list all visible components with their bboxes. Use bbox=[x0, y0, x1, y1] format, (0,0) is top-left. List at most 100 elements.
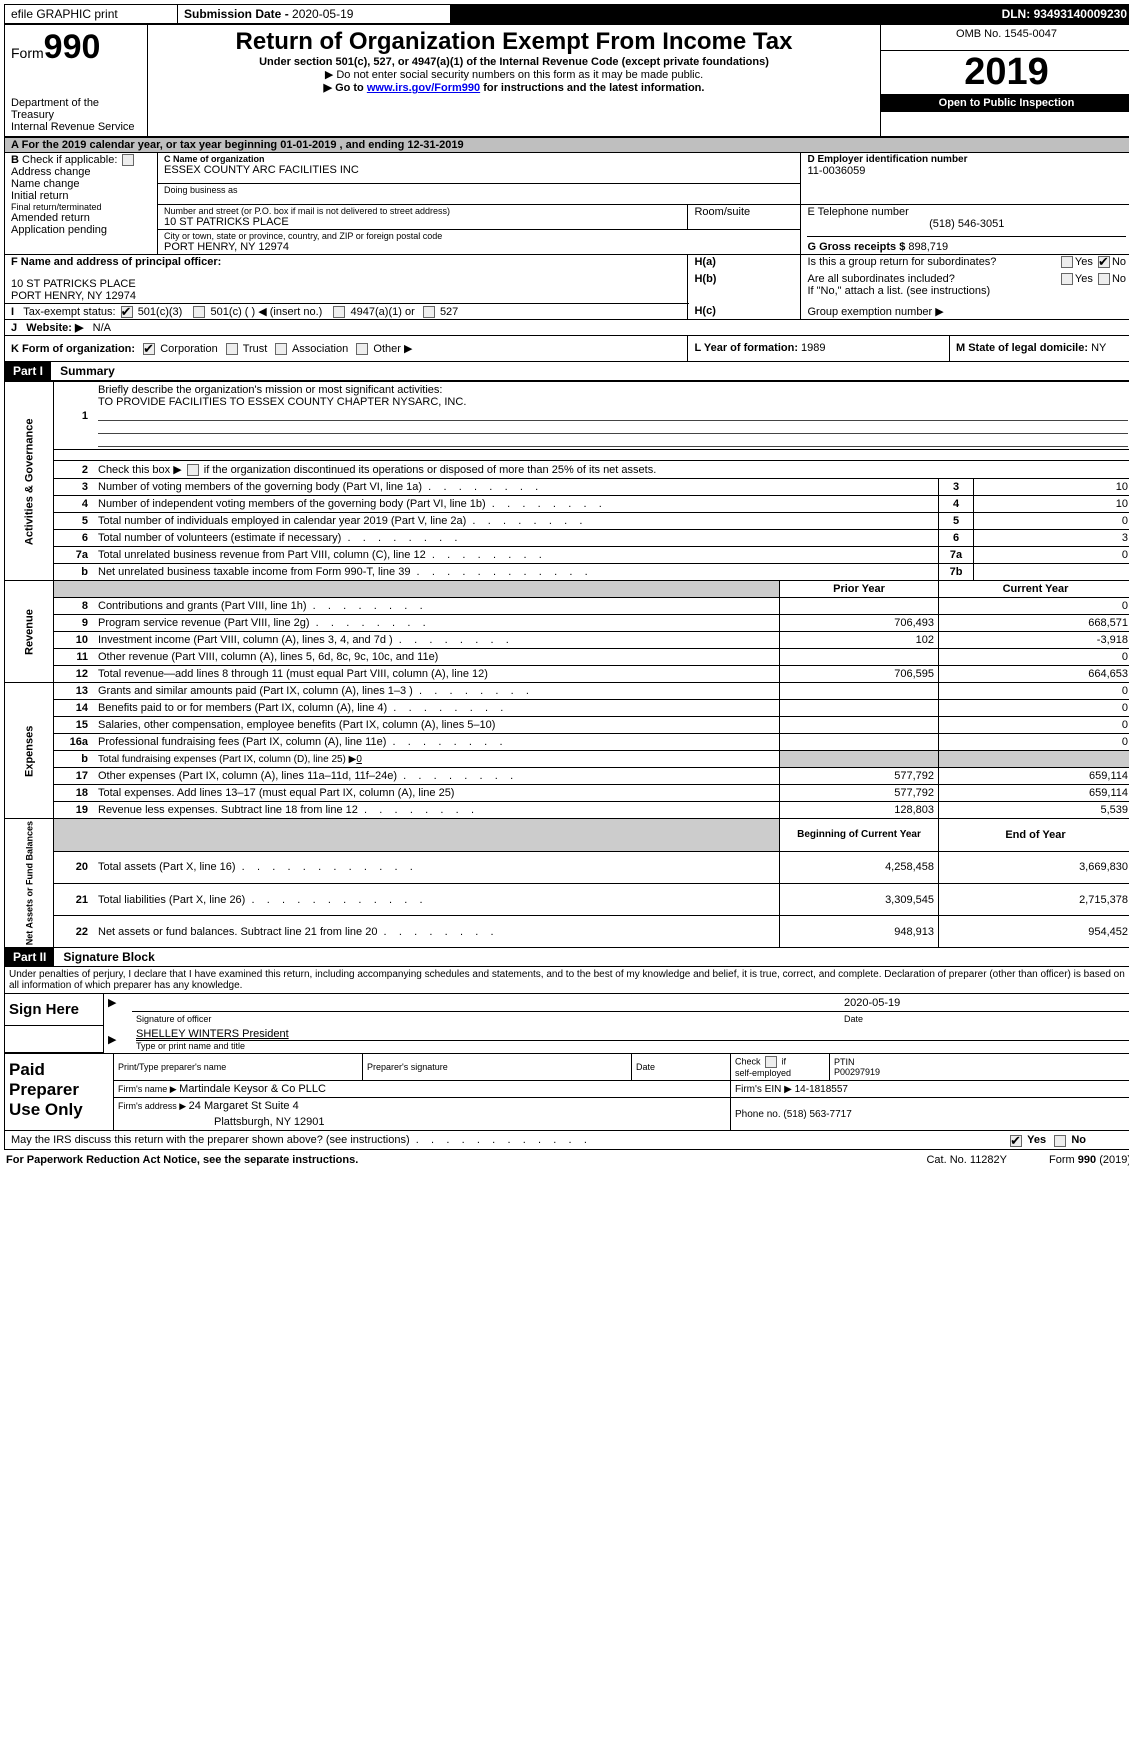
officer-line1: 10 ST PATRICKS PLACE bbox=[11, 278, 681, 290]
name-title-label: Type or print name and title bbox=[136, 1041, 1129, 1051]
subtitle-3: ▶ Go to www.irs.gov/Form990 for instruct… bbox=[154, 81, 874, 94]
prep-col2: Preparer's signature bbox=[363, 1054, 632, 1081]
identity-block: A For the 2019 calendar year, or tax yea… bbox=[4, 137, 1129, 362]
hb-label: Are all subordinates included? bbox=[807, 273, 954, 285]
l1-text: TO PROVIDE FACILITIES TO ESSEX COUNTY CH… bbox=[98, 396, 466, 408]
form-org-label: K Form of organization: bbox=[11, 343, 135, 355]
part2-header: Part II bbox=[5, 948, 54, 966]
part2-title: Signature Block bbox=[57, 950, 154, 964]
phone-label: E Telephone number bbox=[807, 206, 1126, 218]
paid-preparer-label: PaidPreparerUse Only bbox=[5, 1054, 114, 1131]
footer-right: Form 990 (2019) bbox=[1009, 1150, 1129, 1170]
prep-col3: Date bbox=[632, 1054, 731, 1081]
dept-line2: Treasury bbox=[11, 109, 141, 121]
room-label: Room/suite bbox=[688, 205, 801, 230]
submission-cell: Submission Date - 2020-05-19 bbox=[178, 5, 451, 24]
sig-date-label: Date bbox=[840, 1011, 1129, 1026]
city-value: PORT HENRY, NY 12974 bbox=[164, 241, 794, 253]
cb-pending[interactable]: Application pending bbox=[11, 224, 151, 236]
v7a: 0 bbox=[974, 547, 1129, 564]
l2: Check this box ▶ if the organization dis… bbox=[94, 461, 1129, 479]
tax-status-label: Tax-exempt status: bbox=[23, 306, 115, 318]
org-name: ESSEX COUNTY ARC FACILITIES INC bbox=[164, 164, 794, 176]
current-year-hdr: Current Year bbox=[939, 581, 1129, 598]
officer-label: F Name and address of principal officer: bbox=[11, 256, 681, 268]
form-title: Return of Organization Exempt From Incom… bbox=[154, 28, 874, 56]
eoy-hdr: End of Year bbox=[939, 819, 1129, 851]
tax-year: 2019 bbox=[881, 51, 1129, 94]
gross-label: G Gross receipts $ bbox=[807, 241, 908, 253]
v7b bbox=[974, 564, 1129, 581]
v4: 10 bbox=[974, 496, 1129, 513]
vtab-nafb: Net Assets or Fund Balances bbox=[5, 819, 54, 948]
prep-col4: Check ifself-employed bbox=[731, 1054, 830, 1081]
dept-line1: Department of the bbox=[11, 97, 141, 109]
sign-date: 2020-05-19 bbox=[840, 994, 1129, 1011]
cb-final-return[interactable]: Final return/terminated bbox=[11, 202, 151, 212]
phone-value: (518) 546-3051 bbox=[807, 218, 1126, 230]
dln: DLN: 93493140009230 bbox=[931, 5, 1129, 24]
subtitle-2: ▶ Do not enter social security numbers o… bbox=[154, 68, 874, 81]
firm-ein: 14-1818557 bbox=[795, 1084, 848, 1095]
l1-label: Briefly describe the organization's miss… bbox=[98, 384, 442, 396]
officer-name: SHELLEY WINTERS President bbox=[136, 1028, 1129, 1041]
form-header: Form990 Department of the Treasury Inter… bbox=[4, 24, 1129, 137]
efile-topbar: efile GRAPHIC print Submission Date - 20… bbox=[4, 4, 1129, 24]
ein-value: 11-0036059 bbox=[807, 165, 1126, 177]
gross-value: 898,719 bbox=[908, 241, 948, 253]
street-value: 10 ST PATRICKS PLACE bbox=[164, 216, 681, 228]
summary-table: Activities & Governance 1 Briefly descri… bbox=[4, 381, 1129, 948]
cb-name-change[interactable]: Name change bbox=[11, 178, 151, 190]
efile-label[interactable]: efile GRAPHIC print bbox=[5, 5, 178, 24]
v5: 0 bbox=[974, 513, 1129, 530]
line-a: A For the 2019 calendar year, or tax yea… bbox=[5, 138, 1129, 153]
omb-number: OMB No. 1545-0047 bbox=[881, 25, 1129, 51]
vtab-rev: Revenue bbox=[5, 581, 54, 683]
irs-link[interactable]: www.irs.gov/Form990 bbox=[367, 82, 480, 94]
sig-officer-label: Signature of officer bbox=[132, 1011, 840, 1026]
cb-initial-return[interactable]: Initial return bbox=[11, 190, 151, 202]
vtab-ag: Activities & Governance bbox=[5, 382, 54, 581]
vtab-exp: Expenses bbox=[5, 683, 54, 819]
part1-header: Part I bbox=[5, 362, 51, 380]
form-label: Form990 bbox=[11, 28, 141, 67]
boy-hdr: Beginning of Current Year bbox=[780, 819, 939, 851]
website-label: Website: ▶ bbox=[26, 322, 83, 334]
year-formation: 1989 bbox=[801, 342, 825, 354]
open-to-public: Open to Public Inspection bbox=[881, 94, 1129, 112]
cb-address-change[interactable]: Address change bbox=[11, 166, 151, 178]
dba-label: Doing business as bbox=[164, 185, 794, 195]
subtitle-1: Under section 501(c), 527, or 4947(a)(1)… bbox=[259, 56, 769, 68]
prior-year-hdr: Prior Year bbox=[780, 581, 939, 598]
discuss-row: May the IRS discuss this return with the… bbox=[4, 1131, 1129, 1150]
v6: 3 bbox=[974, 530, 1129, 547]
prep-ptin: PTINP00297919 bbox=[830, 1054, 1129, 1081]
footer-cat: Cat. No. 11282Y bbox=[865, 1150, 1009, 1170]
officer-line2: PORT HENRY, NY 12974 bbox=[11, 290, 681, 302]
section-b-label: B Check if applicable: bbox=[11, 154, 151, 166]
paid-preparer-block: PaidPreparerUse Only Print/Type preparer… bbox=[4, 1053, 1129, 1131]
prep-col1: Print/Type preparer's name bbox=[114, 1054, 363, 1081]
footer-left: For Paperwork Reduction Act Notice, see … bbox=[4, 1150, 865, 1170]
org-name-label: C Name of organization bbox=[164, 154, 794, 164]
cb-amended[interactable]: Amended return bbox=[11, 212, 151, 224]
firm-addr2: Plattsburgh, NY 12901 bbox=[114, 1114, 731, 1131]
footer: For Paperwork Reduction Act Notice, see … bbox=[4, 1150, 1129, 1170]
hc-label: Group exemption number ▶ bbox=[801, 304, 1129, 320]
firm-addr1: 24 Margaret St Suite 4 bbox=[189, 1100, 299, 1112]
topbar-spacer bbox=[451, 5, 932, 24]
domicile: NY bbox=[1091, 342, 1106, 354]
website-value: N/A bbox=[93, 322, 111, 334]
firm-phone: (518) 563-7717 bbox=[783, 1109, 851, 1120]
ein-label: D Employer identification number bbox=[807, 154, 1126, 165]
sign-here-block: Sign Here ▶ 2020-05-19 Signature of offi… bbox=[4, 994, 1129, 1053]
street-label: Number and street (or P.O. box if mail i… bbox=[164, 206, 681, 216]
part1-title: Summary bbox=[54, 364, 115, 378]
perjury-text: Under penalties of perjury, I declare th… bbox=[4, 967, 1129, 994]
dept-line3: Internal Revenue Service bbox=[11, 121, 141, 133]
ha-label: Is this a group return for subordinates? bbox=[807, 256, 996, 268]
sign-here-label: Sign Here bbox=[5, 994, 104, 1026]
firm-name: Martindale Keysor & Co PLLC bbox=[179, 1083, 326, 1095]
v3: 10 bbox=[974, 479, 1129, 496]
hb-note: If "No," attach a list. (see instruction… bbox=[807, 285, 1126, 297]
